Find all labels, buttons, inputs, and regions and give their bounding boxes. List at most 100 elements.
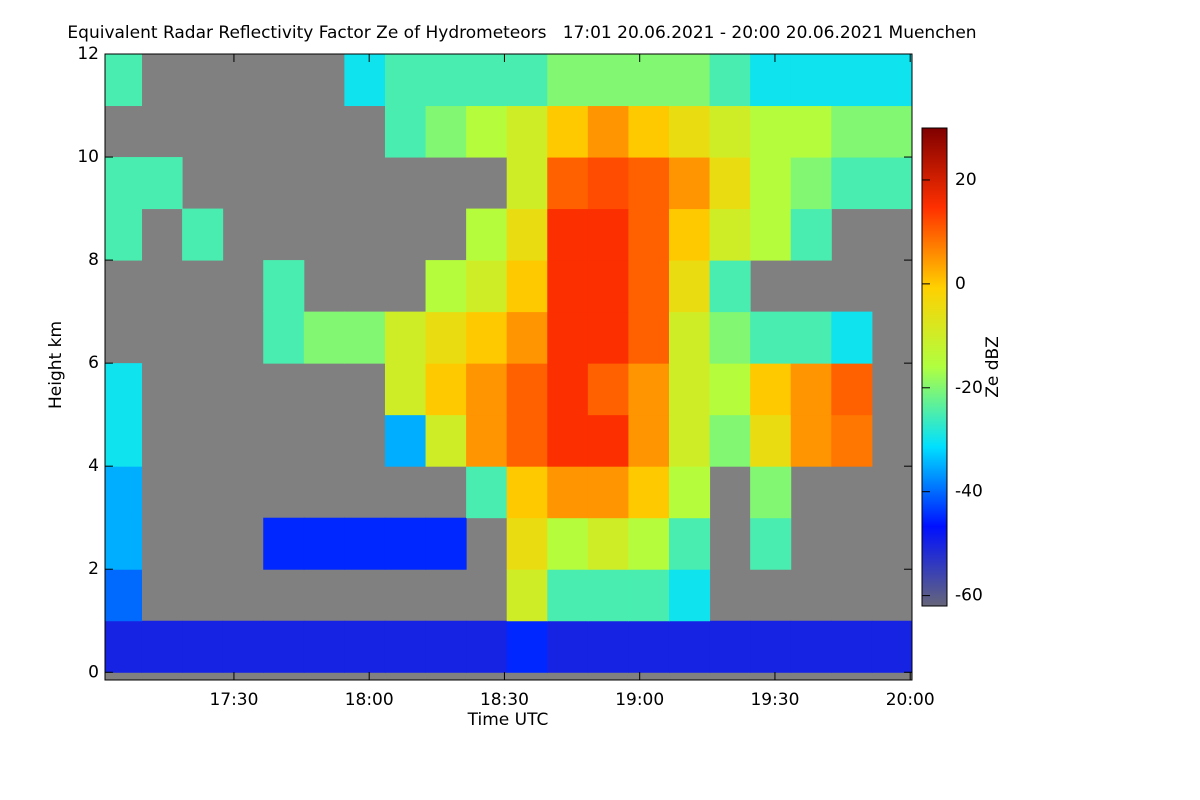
- cell: [466, 414, 508, 467]
- cell: [750, 517, 792, 570]
- cell: [871, 157, 912, 210]
- cell: [466, 620, 508, 673]
- cell: [105, 517, 143, 570]
- cell: [790, 105, 832, 158]
- colorbar-tick-label: 20: [955, 170, 977, 190]
- x-tick-label: 19:00: [615, 690, 664, 710]
- cell: [668, 466, 711, 519]
- cell: [425, 105, 467, 158]
- colorbar-tick-label: -40: [955, 482, 983, 502]
- cell: [750, 208, 792, 261]
- y-tick-label: 4: [88, 456, 99, 476]
- cell: [105, 363, 143, 416]
- cell: [587, 569, 629, 622]
- cell: [628, 260, 670, 313]
- y-tick-label: 8: [88, 250, 99, 270]
- cell: [790, 620, 832, 673]
- y-tick-label: 12: [77, 44, 99, 64]
- cell: [709, 208, 751, 261]
- cell: [709, 260, 751, 313]
- cell: [105, 466, 143, 519]
- cell: [303, 620, 345, 673]
- cell: [182, 208, 224, 261]
- cell: [506, 414, 548, 467]
- cell: [547, 311, 589, 364]
- cell: [425, 54, 467, 107]
- cell: [668, 208, 711, 261]
- cell: [790, 208, 832, 261]
- cell: [384, 105, 427, 158]
- cell: [263, 620, 305, 673]
- cell: [831, 157, 873, 210]
- cell: [344, 620, 386, 673]
- cell: [105, 157, 143, 210]
- cell: [668, 620, 711, 673]
- cell: [831, 54, 873, 107]
- cell: [506, 363, 548, 416]
- y-tick-label: 10: [77, 147, 99, 167]
- cell: [466, 311, 508, 364]
- cell: [506, 157, 548, 210]
- cell: [425, 414, 467, 467]
- cell: [709, 54, 751, 107]
- cell: [141, 157, 183, 210]
- cell: [587, 105, 629, 158]
- cell: [587, 208, 629, 261]
- cell: [668, 363, 711, 416]
- cell: [587, 157, 629, 210]
- cell: [344, 517, 386, 570]
- cell: [628, 414, 670, 467]
- colorbar: [921, 127, 948, 607]
- cell: [709, 363, 751, 416]
- x-tick-label: 18:30: [480, 690, 529, 710]
- cell: [628, 620, 670, 673]
- cell: [628, 105, 670, 158]
- cell: [750, 54, 792, 107]
- cell: [506, 54, 548, 107]
- cell: [506, 208, 548, 261]
- cell: [222, 620, 264, 673]
- cell: [547, 105, 589, 158]
- cell: [790, 311, 832, 364]
- cell: [709, 414, 751, 467]
- cell: [587, 414, 629, 467]
- cell: [668, 414, 711, 467]
- cell: [547, 517, 589, 570]
- cell: [628, 157, 670, 210]
- cell: [105, 620, 143, 673]
- cell: [668, 54, 711, 107]
- cell: [750, 157, 792, 210]
- cell: [466, 54, 508, 107]
- cell: [105, 208, 143, 261]
- cell: [466, 208, 508, 261]
- cell: [425, 517, 467, 570]
- cell: [750, 311, 792, 364]
- cell: [547, 260, 589, 313]
- cell: [466, 363, 508, 416]
- cell: [425, 620, 467, 673]
- cell: [547, 414, 589, 467]
- cell: [587, 54, 629, 107]
- colorbar-tick-label: -20: [955, 378, 983, 398]
- cell: [425, 260, 467, 313]
- cell: [628, 311, 670, 364]
- cell: [105, 414, 143, 467]
- cell: [105, 569, 143, 622]
- cell: [628, 54, 670, 107]
- cell: [831, 311, 873, 364]
- cell: [831, 414, 873, 467]
- cell: [384, 517, 427, 570]
- cell: [668, 260, 711, 313]
- cell: [466, 466, 508, 519]
- cell: [425, 363, 467, 416]
- cell: [628, 569, 670, 622]
- cell: [547, 569, 589, 622]
- cell: [182, 620, 224, 673]
- cell: [547, 363, 589, 416]
- colorbar-tick-label: -60: [955, 586, 983, 606]
- cell: [668, 569, 711, 622]
- cell: [587, 311, 629, 364]
- cell: [750, 363, 792, 416]
- cell: [506, 517, 548, 570]
